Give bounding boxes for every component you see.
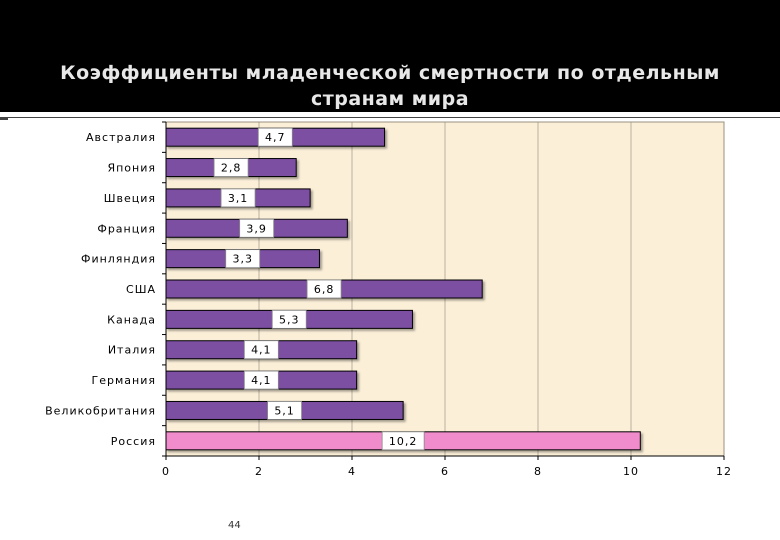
data-label-box bbox=[225, 249, 261, 269]
category-label: Канада bbox=[107, 313, 156, 326]
data-label: 4,7 bbox=[265, 131, 286, 144]
x-tick-label: 6 bbox=[441, 465, 449, 478]
data-label: 3,3 bbox=[232, 253, 253, 266]
data-label-box bbox=[243, 370, 279, 390]
data-label: 4,1 bbox=[251, 344, 272, 357]
data-label: 2,8 bbox=[221, 162, 242, 175]
category-label: Великобритания bbox=[45, 404, 156, 417]
slide-title-line-2: странам мира bbox=[310, 88, 470, 110]
data-label: 4,1 bbox=[251, 374, 272, 387]
data-label: 3,1 bbox=[228, 192, 249, 205]
data-label: 6,8 bbox=[314, 283, 335, 296]
x-tick-label: 12 bbox=[716, 465, 732, 478]
title-band bbox=[0, 0, 780, 112]
category-label: Италия bbox=[108, 344, 156, 357]
category-label: Австралия bbox=[86, 131, 156, 144]
data-label: 3,9 bbox=[246, 222, 267, 235]
category-label: США bbox=[126, 283, 156, 296]
data-label-box bbox=[257, 127, 293, 147]
slide-title-line-1: Коэффициенты младенческой смертности по … bbox=[60, 62, 720, 84]
data-label: 5,1 bbox=[274, 404, 295, 417]
page-number: 44 bbox=[228, 520, 241, 531]
data-label-box bbox=[243, 340, 279, 360]
category-label: Швеция bbox=[104, 192, 156, 205]
category-label: Япония bbox=[107, 162, 156, 175]
data-label: 5,3 bbox=[279, 313, 300, 326]
slide-title: Коэффициенты младенческой смертности по … bbox=[0, 60, 780, 112]
header-rule-tick bbox=[0, 118, 8, 120]
data-label-box bbox=[267, 401, 302, 420]
data-label-box bbox=[220, 188, 256, 208]
data-label-box bbox=[306, 279, 342, 299]
x-tick-label: 10 bbox=[623, 465, 639, 478]
category-label: Финляндия bbox=[81, 253, 156, 266]
data-label-box bbox=[381, 431, 425, 451]
data-label-box bbox=[239, 218, 275, 238]
title-separator bbox=[0, 112, 780, 115]
x-tick-label: 2 bbox=[255, 465, 263, 478]
header-rule bbox=[0, 117, 780, 118]
x-tick-label: 4 bbox=[348, 465, 356, 478]
data-label-box bbox=[213, 158, 249, 177]
x-tick-label: 0 bbox=[162, 465, 170, 478]
data-label-box bbox=[271, 309, 307, 329]
x-tick-label: 8 bbox=[534, 465, 542, 478]
category-label: Франция bbox=[97, 222, 156, 235]
category-label: Россия bbox=[111, 435, 156, 448]
data-label: 10,2 bbox=[389, 435, 418, 448]
category-label: Германия bbox=[92, 374, 156, 387]
